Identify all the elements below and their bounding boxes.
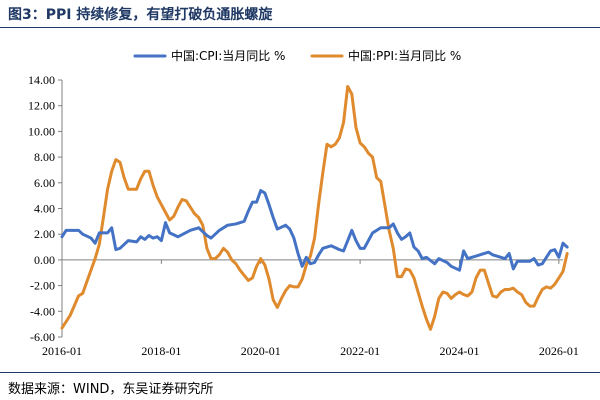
y-tick-label: 8.00 xyxy=(34,150,55,164)
y-tick-label: -6.00 xyxy=(30,330,55,344)
y-tick-label: 14.00 xyxy=(28,73,55,87)
y-tick-label: 2.00 xyxy=(34,227,55,241)
axes xyxy=(58,79,563,338)
y-tick-label: 10.00 xyxy=(28,124,55,138)
legend-cpi-label: 中国:CPI:当月同比 % xyxy=(171,48,285,63)
x-tick-label: 2018-01 xyxy=(141,344,181,358)
cpi-series-line xyxy=(60,189,569,272)
y-tick-label: 0.00 xyxy=(34,253,55,267)
x-tick-label: 2022-01 xyxy=(340,344,380,358)
y-tick-label: -4.00 xyxy=(30,304,55,318)
legend: 中国:CPI:当月同比 % 中国:PPI:当月同比 % xyxy=(133,48,461,63)
x-tick-label: 2026-01 xyxy=(539,344,579,358)
series-lines xyxy=(60,84,569,331)
title-rule xyxy=(0,27,600,28)
y-tick-label: 6.00 xyxy=(34,176,55,190)
tick-labels: -6.00 -4.00 -2.00 0.00 2.00 4.00 6.00 8.00 10.00… xyxy=(28,73,579,358)
x-tick-label: 2024-01 xyxy=(439,344,479,358)
figure-title: 图3：PPI 持续修复，有望打破负通胀螺旋 xyxy=(8,7,273,23)
ppi-series-line xyxy=(60,84,569,331)
y-tick-label: -2.00 xyxy=(30,279,55,293)
x-tick-label: 2016-01 xyxy=(42,344,82,358)
y-tick-label: 4.00 xyxy=(34,202,55,216)
source-note: 数据来源：WIND，东吴证券研究所 xyxy=(8,382,214,397)
y-tick-label: 12.00 xyxy=(28,99,55,113)
source-rule xyxy=(0,372,600,373)
legend-ppi-label: 中国:PPI:当月同比 % xyxy=(348,48,461,63)
x-tick-label: 2020-01 xyxy=(241,344,281,358)
